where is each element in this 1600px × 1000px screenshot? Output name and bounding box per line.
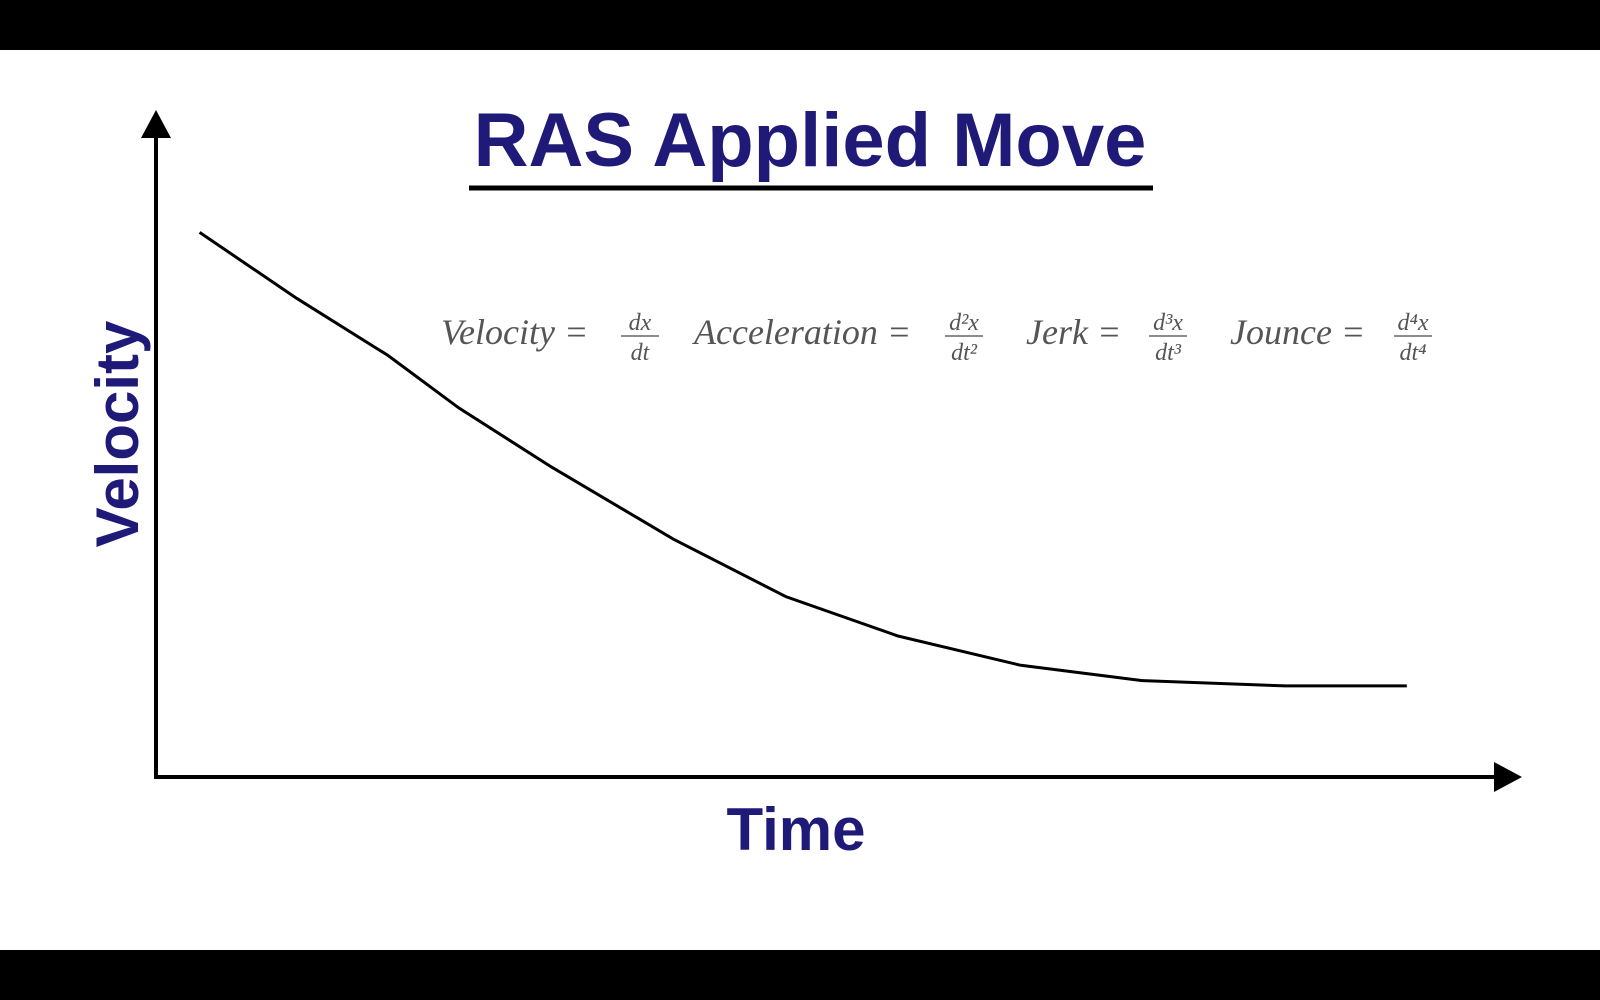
bottom-bar: [0, 950, 1600, 1000]
equation-lhs: Jounce =: [1230, 312, 1365, 352]
velocity-line: [198, 231, 1407, 688]
equation-lhs: Acceleration =: [692, 312, 911, 352]
x-arrow: [1494, 762, 1522, 792]
equation-numerator: d²x: [949, 310, 979, 336]
top-bar: [0, 0, 1600, 50]
equation-denominator: dt⁴: [1399, 340, 1426, 366]
y-arrow: [141, 110, 171, 138]
equation-denominator: dt²: [951, 340, 978, 366]
equation-denominator: dt: [631, 340, 651, 366]
equation-denominator: dt³: [1155, 340, 1182, 366]
equation-numerator: dx: [629, 310, 652, 336]
y-axis-label: Velocity: [84, 320, 151, 547]
equation-numerator: d³x: [1153, 310, 1183, 336]
equation-lhs: Velocity =: [441, 312, 588, 352]
chart-title: RAS Applied Move: [474, 98, 1147, 183]
equation-lhs: Jerk =: [1026, 312, 1121, 352]
x-axis-label: Time: [727, 796, 866, 863]
equation-numerator: d⁴x: [1398, 310, 1429, 336]
